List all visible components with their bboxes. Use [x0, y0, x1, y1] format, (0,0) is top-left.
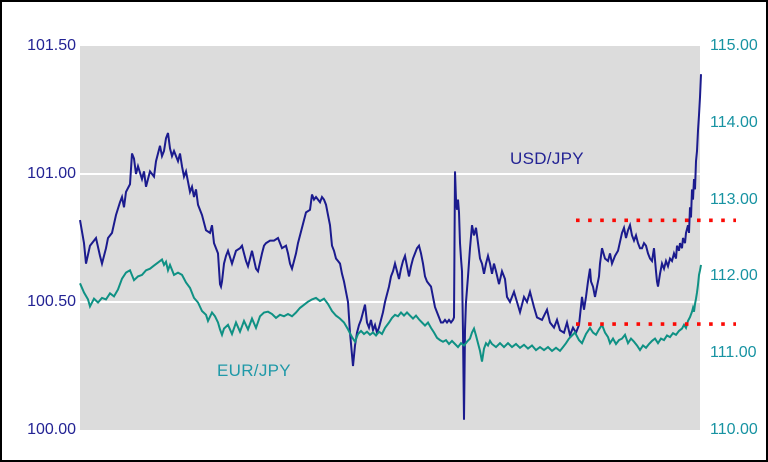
left-axis-tick: 101.00	[27, 165, 76, 182]
eurjpy-line	[79, 257, 702, 362]
usdjpy-series-label: USD/JPY	[510, 149, 584, 168]
right-axis-tick: 115.00	[710, 37, 758, 54]
right-axis-tick: 113.00	[710, 190, 758, 208]
left-axis-tick: 100.50	[27, 293, 76, 310]
right-axis-tick: 112.00	[710, 267, 758, 285]
eurjpy-series-label: EUR/JPY	[217, 361, 291, 380]
right-axis-tick: 111.00	[710, 344, 757, 362]
plot-area	[80, 46, 700, 430]
usdjpy-line	[79, 74, 702, 420]
left-axis-tick: 101.50	[27, 37, 76, 54]
right-axis-tick: 110.00	[710, 421, 758, 438]
left-axis-tick: 100.00	[27, 421, 76, 438]
right-axis-tick: 114.00	[710, 113, 758, 131]
